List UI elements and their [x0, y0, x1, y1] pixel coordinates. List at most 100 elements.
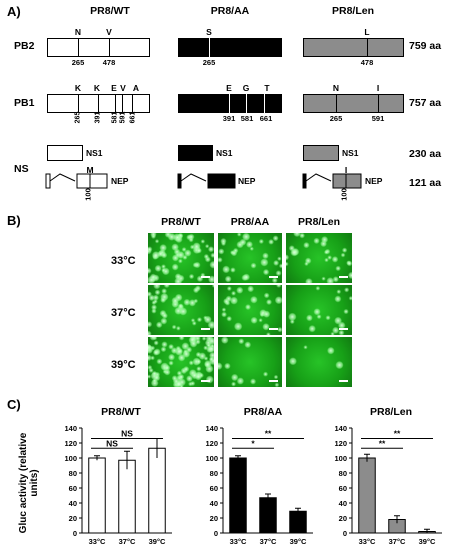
y-tick-label-pr8-aa: 80: [210, 469, 218, 478]
pb1-len-tick-591: [378, 94, 379, 113]
y-tick-label-pr8-len: 100: [334, 454, 347, 463]
y-tick-label-pr8-wt: 80: [69, 469, 77, 478]
x-tick-label-pr8-len: 37°C: [389, 537, 406, 546]
y-tick-label-pr8-wt: 140: [64, 424, 77, 433]
y-tick-label-pr8-aa: 120: [205, 439, 218, 448]
micrograph-pr8-len-37: [286, 285, 352, 335]
micrograph-pr8-aa-37: [218, 285, 282, 335]
pb1-aa-mut-1: E: [226, 83, 232, 93]
micrograph-pr8-len-39: [286, 337, 352, 387]
ns1-len-label: NS1: [342, 148, 359, 158]
scale-bar: [201, 328, 210, 330]
significance-label-pr8-wt: NS: [121, 429, 133, 439]
significance-label-pr8-wt: NS: [106, 438, 118, 448]
bar-pr8-wt-1: [118, 459, 136, 534]
pb1-aa-tick-581: [246, 94, 247, 113]
significance-label-pr8-aa: *: [251, 438, 255, 448]
y-tick-label-pr8-aa: 40: [210, 499, 218, 508]
chart-title-len: PR8/Len: [369, 406, 412, 418]
bar-pr8-aa-1: [259, 497, 277, 534]
y-tick-label-pr8-aa: 140: [205, 424, 218, 433]
ns1-length: 230 aa: [409, 148, 442, 160]
pb2-len-bar: [303, 38, 404, 57]
panel-c-label: C): [7, 397, 21, 412]
y-tick-label-pr8-len: 20: [339, 514, 347, 523]
pb1-aa-mut-2: G: [242, 83, 250, 93]
nep-wt-label: NEP: [111, 176, 129, 186]
pb1-wt-tick-581: [115, 94, 116, 113]
y-tick-label-pr8-wt: 0: [73, 529, 77, 538]
pb1-aa-mut-3: T: [264, 83, 270, 93]
bar-pr8-aa-0: [229, 457, 247, 534]
nep-length: 121 aa: [409, 177, 442, 189]
y-tick-label-pr8-wt: 40: [69, 499, 77, 508]
pb2-wt-pos-2: 478: [102, 58, 116, 67]
pb2-wt-tick-265: [78, 38, 79, 57]
ns1-aa-label: NS1: [216, 148, 233, 158]
strain-len-header: PR8/Len: [331, 5, 374, 17]
panel-b-label: B): [7, 213, 21, 228]
significance-label-pr8-aa: **: [265, 429, 272, 439]
micrograph-header-wt: PR8/WT: [161, 216, 201, 228]
pb1-len-mut-1: N: [332, 83, 340, 93]
scale-bar: [339, 276, 348, 278]
nep-splice-diagram: [45, 173, 362, 189]
nep-len-mut: I: [344, 165, 348, 175]
pb1-aa-pos-2: 581: [240, 114, 254, 123]
scale-bar: [201, 276, 210, 278]
pb1-aa-bar: [178, 94, 282, 113]
micrograph-pr8-len-33: [286, 233, 352, 283]
y-tick-label-pr8-len: 40: [339, 499, 347, 508]
strain-wt-header: PR8/WT: [90, 5, 130, 17]
x-tick-label-pr8-wt: 37°C: [119, 537, 136, 546]
micrograph-header-len: PR8/Len: [297, 216, 340, 228]
micrograph-pr8-wt-39: [148, 337, 214, 387]
scale-bar: [201, 380, 210, 382]
micrograph-pr8-wt-37: [148, 285, 214, 335]
pb1-wt-mut-4: V: [120, 83, 126, 93]
ns1-wt-label: NS1: [86, 148, 103, 158]
gene-pb1-label: PB1: [14, 97, 35, 109]
pb1-aa-pos-3: 661: [259, 114, 273, 123]
bar-pr8-wt-0: [88, 457, 106, 534]
bar-pr8-wt-2: [148, 447, 166, 534]
y-tick-label-pr8-len: 60: [339, 484, 347, 493]
scale-bar: [269, 380, 278, 382]
bar-pr8-len-0: [358, 457, 376, 534]
pb1-wt-mut-1: K: [74, 83, 82, 93]
significance-label-pr8-len: **: [379, 438, 386, 448]
scale-bar: [339, 380, 348, 382]
pb2-wt-tick-478: [109, 38, 110, 57]
x-tick-label-pr8-wt: 33°C: [89, 537, 106, 546]
pb1-wt-tick-265: [78, 94, 79, 113]
y-tick-label-pr8-len: 0: [343, 529, 347, 538]
pb1-len-tick-265: [336, 94, 337, 113]
nep-wt-mut: M: [86, 165, 94, 175]
y-tick-label-pr8-len: 140: [334, 424, 347, 433]
micrograph-row-label-39: 39°C: [111, 359, 136, 371]
y-tick-label-pr8-aa: 20: [210, 514, 218, 523]
ns1-aa-bar: [178, 145, 213, 161]
pb1-wt-mut-3: E: [111, 83, 117, 93]
nep-aa-label: NEP: [238, 176, 256, 186]
pb1-wt-tick-661: [132, 94, 133, 113]
significance-label-pr8-len: **: [394, 429, 401, 439]
pb1-aa-tick-661: [264, 94, 265, 113]
x-tick-label-pr8-len: 33°C: [359, 537, 376, 546]
pb1-length: 757 aa: [409, 97, 442, 109]
pb1-wt-tick-391: [98, 94, 99, 113]
y-tick-label-pr8-wt: 100: [64, 454, 77, 463]
pb2-length: 759 aa: [409, 40, 442, 52]
y-tick-label-pr8-wt: 60: [69, 484, 77, 493]
x-tick-label-pr8-wt: 39°C: [149, 537, 166, 546]
scale-bar: [269, 276, 278, 278]
pb1-aa-tick-391: [229, 94, 230, 113]
micrograph-pr8-aa-39: [218, 337, 282, 387]
micrograph-pr8-wt-33: [148, 233, 214, 283]
pb2-aa-mut-1: S: [206, 27, 212, 37]
bar-pr8-aa-2: [289, 510, 307, 534]
y-tick-label-pr8-wt: 20: [69, 514, 77, 523]
x-tick-label-pr8-aa: 39°C: [290, 537, 307, 546]
pb2-aa-pos-1: 265: [202, 58, 216, 67]
